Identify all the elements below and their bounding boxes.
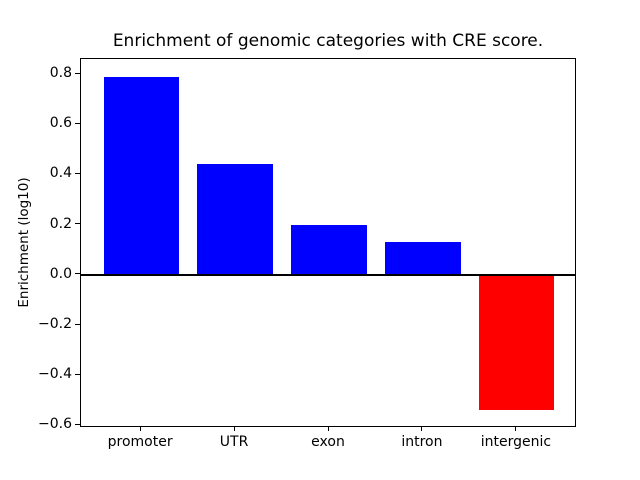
chart-title: Enrichment of genomic categories with CR… [112, 31, 544, 51]
y-tick-mark [75, 223, 80, 225]
y-tick-label: −0.6 [38, 416, 72, 433]
x-tick-mark [515, 427, 517, 431]
y-tick-label: 0.8 [49, 65, 72, 82]
y-tick-mark [75, 172, 80, 174]
y-tick-label: 0.0 [49, 265, 72, 282]
y-tick-mark [75, 323, 80, 325]
x-tick-label-exon: exon [311, 434, 345, 450]
x-tick-label-promoter: promoter [107, 434, 173, 450]
y-tick-label: 0.4 [49, 165, 72, 182]
x-tick-mark [139, 427, 141, 431]
y-tick-mark [75, 122, 80, 124]
x-tick-mark [233, 427, 235, 431]
y-tick-mark [75, 72, 80, 74]
y-tick-label: −0.4 [38, 366, 72, 383]
y-tick-label: −0.2 [38, 316, 72, 333]
bar-promoter [103, 76, 179, 275]
bar-intergenic [479, 274, 555, 411]
x-tick-label-intergenic: intergenic [480, 434, 552, 450]
bar-UTR [197, 164, 273, 275]
y-tick-mark [75, 273, 80, 275]
y-tick-mark [75, 423, 80, 425]
x-tick-mark [327, 427, 329, 431]
x-tick-label-UTR: UTR [219, 434, 249, 450]
x-tick-label-intron: intron [401, 434, 443, 450]
zero-line [81, 273, 575, 276]
bar-intron [385, 242, 461, 275]
plot-area [80, 58, 576, 427]
y-tick-label: 0.2 [49, 215, 72, 232]
x-tick-mark [421, 427, 423, 431]
y-tick-mark [75, 373, 80, 375]
bar-exon [291, 224, 367, 275]
y-tick-label: 0.6 [49, 115, 72, 132]
